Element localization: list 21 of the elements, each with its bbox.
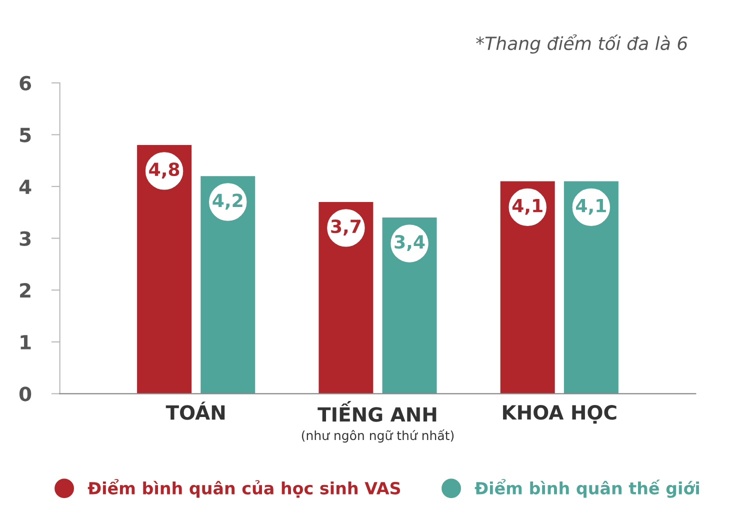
y-tick-label: 3 — [20, 231, 31, 246]
y-tick-label: 0 — [19, 386, 32, 402]
legend-label: Điểm bình quân của học sinh VAS — [88, 479, 400, 498]
text: (như ngôn ngữ thứ nhất) — [302, 429, 454, 443]
data-label: 4,1 — [576, 199, 606, 215]
data-label: 4,1 — [512, 199, 542, 215]
text: *Thang điểm tối đa là 6 — [476, 34, 688, 54]
y-tick-label: 5 — [20, 128, 31, 142]
data-label: 3,7 — [331, 220, 361, 236]
y-tick-label: 6 — [20, 76, 32, 91]
bar — [137, 145, 192, 394]
x-tick-label: KHOA HỌC — [503, 405, 616, 424]
legend-label: Điểm bình quân thế giới — [474, 479, 699, 498]
data-label: 3,4 — [394, 235, 425, 252]
data-label: 4,8 — [149, 162, 180, 178]
y-tick-label: 4 — [19, 180, 32, 194]
y-tick-label: 2 — [20, 283, 30, 298]
x-tick-label: TOÁN — [166, 402, 225, 420]
data-label: 4,2 — [212, 194, 242, 210]
y-tick-label: 1 — [20, 335, 31, 350]
x-tick-label: TIẾNG ANH — [318, 401, 436, 422]
